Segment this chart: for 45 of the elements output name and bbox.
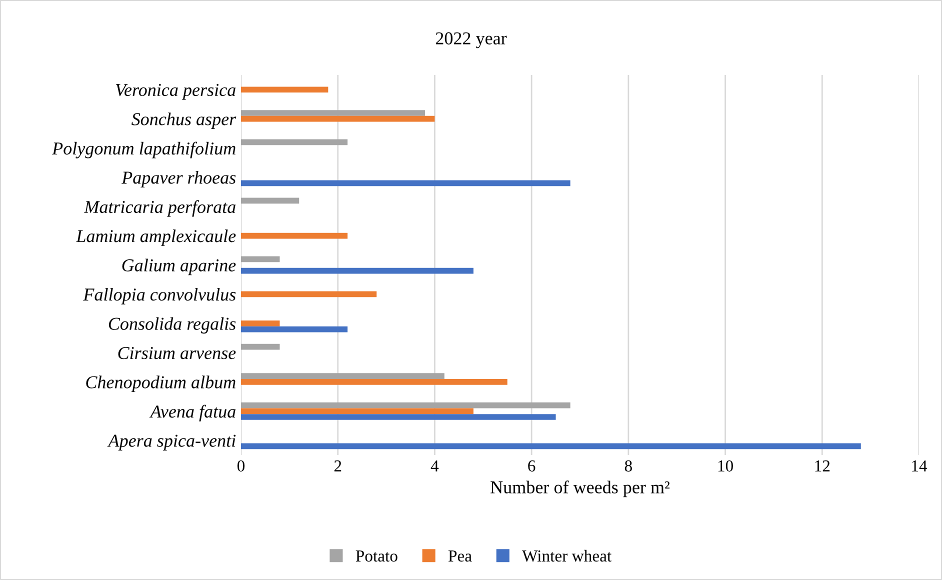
bar [241, 408, 474, 414]
y-tick-label: Sonchus asper [132, 112, 236, 129]
y-tick-label: Galium aparine [122, 258, 236, 276]
bar [241, 373, 444, 379]
y-tick-label: Matricaria perforata [84, 200, 236, 217]
bar [241, 320, 280, 326]
bar [241, 443, 861, 450]
x-tick-label: 10 [718, 460, 733, 472]
legend-label: Pea [448, 550, 472, 562]
y-tick-label: Cirsium arvense [118, 347, 236, 360]
y-tick-label: Fallopia convolvulus [83, 288, 236, 304]
y-tick-label: Polygonum lapathifolium [52, 142, 236, 158]
legend-label: Potato [356, 550, 398, 562]
y-tick-label: Lamium amplexicaule [76, 230, 236, 246]
x-tick-label: 8 [624, 460, 632, 472]
bar [241, 344, 280, 350]
bar [241, 402, 570, 408]
x-tick-label: 6 [528, 460, 536, 472]
bar [241, 232, 348, 239]
bar [241, 326, 348, 332]
bar [241, 139, 348, 146]
x-tick-label: 4 [430, 460, 439, 472]
bar [241, 379, 508, 385]
bar [241, 180, 570, 186]
x-tick-label: 14 [912, 460, 928, 472]
y-tick-label: Veronica persica [116, 84, 236, 100]
y-tick-label: Apera spica-venti [107, 434, 236, 450]
bar [241, 414, 556, 420]
y-tick-label: Papaver rhoeas [122, 171, 236, 188]
x-axis-title: Number of weeds per m² [490, 480, 670, 498]
bar [241, 86, 328, 93]
y-tick-label: Consolida regalis [108, 317, 236, 334]
x-tick-label: 0 [237, 460, 245, 472]
chart-title: 2022 year [436, 32, 507, 48]
bar [241, 291, 377, 298]
bar [241, 256, 280, 262]
bar [241, 116, 435, 122]
legend-label: Winter wheat [522, 550, 612, 562]
bar [241, 268, 474, 274]
x-tick-label: 12 [815, 460, 830, 472]
bar [241, 198, 300, 204]
y-tick-label: Avena fatua [149, 404, 236, 422]
y-tick-label: Chenopodium album [86, 376, 236, 392]
bar [241, 110, 426, 116]
x-tick-label: 2 [334, 460, 342, 472]
